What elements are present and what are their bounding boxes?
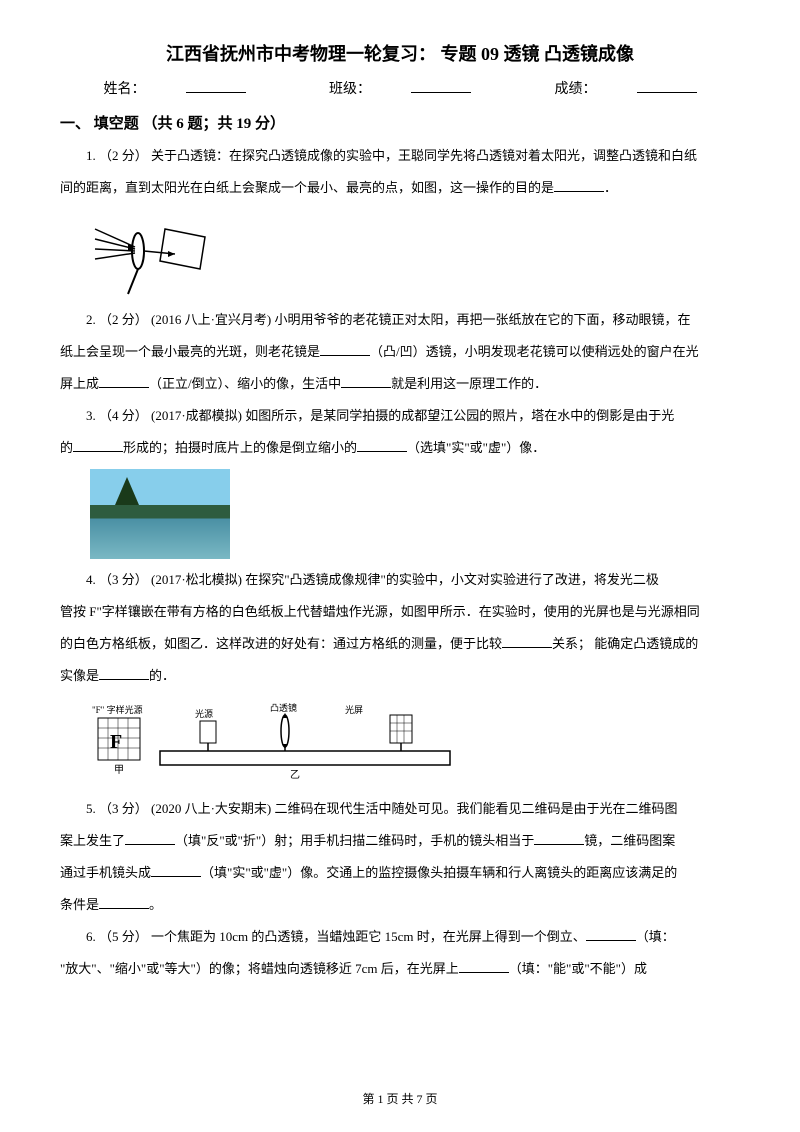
q4-text4b: 的．: [149, 668, 175, 683]
score-blank[interactable]: [637, 79, 697, 93]
q4-text4a: 实像是: [60, 668, 99, 683]
optical-bench-image: F "F" 字样光源 甲 光源 凸透镜 光屏 乙: [90, 703, 470, 783]
q2-text1: 2. （2 分） (2016 八上·宜兴月考) 小明用爷爷的老花镜正对太阳，再把…: [86, 312, 691, 327]
class-label: 班级：: [329, 82, 371, 97]
q6-text1: 6. （5 分） 一个焦距为 10cm 的凸透镜，当蜡烛距它 15cm 时，在光…: [86, 929, 586, 944]
q2-blank1[interactable]: [320, 342, 370, 356]
q5-text1: 5. （3 分） (2020 八上·大安期末) 二维码在现代生活中随处可见。我们…: [86, 801, 678, 816]
question-5: 5. （3 分） (2020 八上·大安期末) 二维码在现代生活中随处可见。我们…: [60, 796, 740, 822]
question-1-cont: 间的距离，直到太阳光在白纸上会聚成一个最小、最亮的点，如图，这一操作的目的是 ．: [60, 175, 740, 201]
q5-blank2[interactable]: [534, 831, 584, 845]
question-4: 4. （3 分） (2017·松北模拟) 在探究"凸透镜成像规律"的实验中，小文…: [60, 567, 740, 593]
question-4-line3: 的白色方格纸板，如图乙．这样改进的好处有：通过方格纸的测量，便于比较 关系； 能确…: [60, 631, 740, 657]
question-2: 2. （2 分） (2016 八上·宜兴月考) 小明用爷爷的老花镜正对太阳，再把…: [60, 307, 740, 333]
q5-text3a: 通过手机镜头成: [60, 865, 151, 880]
q5-blank4[interactable]: [99, 895, 149, 909]
q1-text2: 间的距离，直到太阳光在白纸上会聚成一个最小、最亮的点，如图，这一操作的目的是: [60, 180, 554, 195]
name-field: 姓名：: [84, 82, 270, 97]
question-2-line2: 纸上会呈现一个最小最亮的光斑，则老花镜是 （凸/凹）透镜，小明发现老花镜可以使稍远…: [60, 339, 740, 365]
yi-label: 乙: [290, 769, 300, 781]
q4-text3a: 的白色方格纸板，如图乙．这样改进的好处有：通过方格纸的测量，便于比较: [60, 636, 502, 651]
source-label: 光源: [195, 708, 213, 719]
q2-text3a: 屏上成: [60, 376, 99, 391]
q2-text3b: （正立/倒立）、缩小的像，生活中: [149, 376, 341, 391]
screen-label: 光屏: [345, 704, 363, 715]
q5-text2b: （填"反"或"折"）射；用手机扫描二维码时，手机的镜头相当于: [175, 833, 534, 848]
q5-text2c: 镜，二维码图案: [584, 833, 675, 848]
page-footer: 第 1 页 共 7 页: [0, 1090, 800, 1107]
question-4-line4: 实像是 的．: [60, 663, 740, 689]
q4-text2: 管按 F"字样镶嵌在带有方格的白色纸板上代替蜡烛作光源，如图甲所示．在实验时，使…: [60, 604, 700, 619]
q2-text2a: 纸上会呈现一个最小最亮的光斑，则老花镜是: [60, 344, 320, 359]
q1-end: ．: [604, 180, 617, 195]
question-3-line2: 的 形成的；拍摄时底片上的像是倒立缩小的 （选填"实"或"虚"）像．: [60, 435, 740, 461]
q3-blank1[interactable]: [73, 438, 123, 452]
q4-text1: 4. （3 分） (2017·松北模拟) 在探究"凸透镜成像规律"的实验中，小文…: [86, 572, 659, 587]
pagoda-icon: [115, 477, 139, 505]
question-3: 3. （4 分） (2017·成都模拟) 如图所示，是某同学拍摄的成都望江公园的…: [60, 403, 740, 429]
score-label: 成绩：: [555, 82, 597, 97]
name-label: 姓名：: [104, 82, 146, 97]
jia-label: 甲: [114, 765, 124, 776]
question-6: 6. （5 分） 一个焦距为 10cm 的凸透镜，当蜡烛距它 15cm 时，在光…: [60, 924, 740, 950]
question-5-line2: 案上发生了 （填"反"或"折"）射；用手机扫描二维码时，手机的镜头相当于 镜，二维码…: [60, 828, 740, 854]
question-1: 1. （2 分） 关于凸透镜：在探究凸透镜成像的实验中，王聪同学先将凸透镜对着太…: [60, 143, 740, 169]
question-4-line2: 管按 F"字样镶嵌在带有方格的白色纸板上代替蜡烛作光源，如图甲所示．在实验时，使…: [60, 599, 740, 625]
score-field: 成绩：: [535, 82, 717, 97]
question-5-line3: 通过手机镜头成 （填"实"或"虚"）像。交通上的监控摄像头拍摄车辆和行人离镜头的距…: [60, 860, 740, 886]
class-field: 班级：: [309, 82, 495, 97]
q3-blank2[interactable]: [357, 438, 407, 452]
photo-image: [90, 469, 230, 559]
q2-blank2[interactable]: [99, 374, 149, 388]
q1-text1: 1. （2 分） 关于凸透镜：在探究凸透镜成像的实验中，王聪同学先将凸透镜对着太…: [86, 148, 697, 163]
q4-text3b: 关系； 能确定凸透镜成的: [552, 636, 698, 651]
q3-text2a: 的: [60, 440, 73, 455]
f-source-label: "F" 字样光源: [92, 704, 143, 715]
question-2-line3: 屏上成 （正立/倒立）、缩小的像，生活中 就是利用这一原理工作的．: [60, 371, 740, 397]
q5-text4a: 条件是: [60, 897, 99, 912]
lens-label: 凸透镜: [270, 703, 297, 713]
q5-text3b: （填"实"或"虚"）像。交通上的监控摄像头拍摄车辆和行人离镜头的距离应该满足的: [201, 865, 677, 880]
lens-diagram-image: [90, 209, 220, 299]
q6-blank1[interactable]: [586, 927, 636, 941]
q5-blank1[interactable]: [125, 831, 175, 845]
q5-blank3[interactable]: [151, 863, 201, 877]
q5-text2a: 案上发生了: [60, 833, 125, 848]
q1-blank[interactable]: [554, 178, 604, 192]
q2-text3c: 就是利用这一原理工作的．: [391, 376, 547, 391]
q6-text2a: "放大"、"缩小"或"等大"）的像；将蜡烛向透镜移近 7cm 后，在光屏上: [60, 961, 459, 976]
q2-text2b: （凸/凹）透镜，小明发现老花镜可以使稍远处的窗户在光: [370, 344, 699, 359]
q3-text2c: （选填"实"或"虚"）像．: [407, 440, 545, 455]
info-row: 姓名： 班级： 成绩：: [60, 78, 740, 98]
question-6-line2: "放大"、"缩小"或"等大"）的像；将蜡烛向透镜移近 7cm 后，在光屏上 （填：…: [60, 956, 740, 982]
name-blank[interactable]: [186, 79, 246, 93]
q3-text2b: 形成的；拍摄时底片上的像是倒立缩小的: [123, 440, 357, 455]
class-blank[interactable]: [411, 79, 471, 93]
q2-blank3[interactable]: [341, 374, 391, 388]
svg-text:F: F: [110, 731, 122, 753]
q6-blank2[interactable]: [459, 959, 509, 973]
q6-text1b: （填：: [636, 929, 675, 944]
q6-text2b: （填："能"或"不能"）成: [509, 961, 647, 976]
q3-text1: 3. （4 分） (2017·成都模拟) 如图所示，是某同学拍摄的成都望江公园的…: [86, 408, 674, 423]
q4-blank2[interactable]: [99, 666, 149, 680]
question-5-line4: 条件是 。: [60, 892, 740, 918]
q4-blank1[interactable]: [502, 634, 552, 648]
section-header: 一、 填空题 （共 6 题；共 19 分）: [60, 112, 740, 133]
page-title: 江西省抚州市中考物理一轮复习： 专题 09 透镜 凸透镜成像: [60, 40, 740, 66]
q5-text4b: 。: [149, 897, 162, 912]
